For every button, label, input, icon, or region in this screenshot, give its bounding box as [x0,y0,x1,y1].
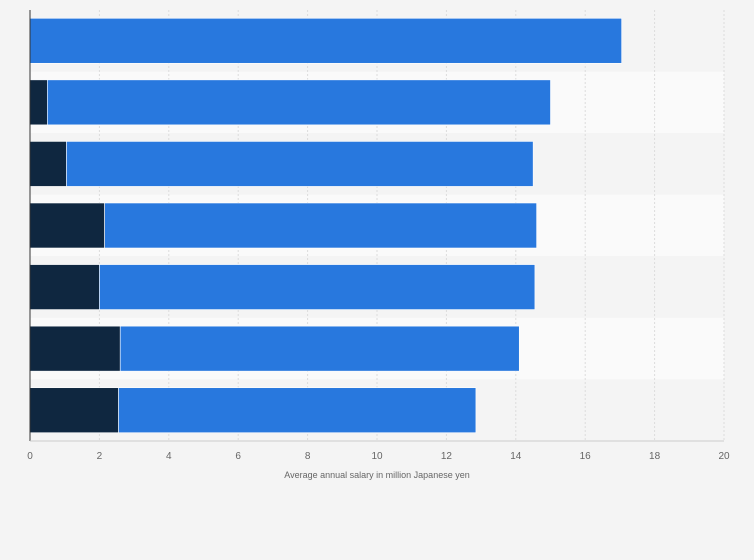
bar-segment-1[interactable] [29,141,67,187]
x-tick-label: 4 [166,451,172,462]
x-tick-label: 12 [441,451,453,462]
x-tick-label: 6 [235,451,241,462]
x-tick-label: 10 [371,451,383,462]
x-tick-label: 14 [510,451,522,462]
x-tick-label: 8 [305,451,311,462]
x-tick-label: 16 [580,451,592,462]
bar-segment-1[interactable] [29,387,119,434]
bar-segment-2[interactable] [29,17,622,64]
bar-segment-2[interactable] [118,387,477,434]
bar-segment-1[interactable] [29,79,48,126]
bar-segment-1[interactable] [29,325,121,372]
axes [29,10,724,442]
x-tick-label: 0 [27,451,33,462]
bars [29,17,622,434]
x-tick-label: 18 [649,451,661,462]
bar-segment-1[interactable] [29,202,105,249]
bar-segment-2[interactable] [66,141,534,187]
bar-segment-1[interactable] [29,264,100,310]
x-tick-labels: 0 2 4 6 8 10 12 14 16 18 20 [27,451,730,462]
bar-segment-2[interactable] [119,325,520,372]
bar-segment-2[interactable] [47,79,551,126]
x-tick-label: 2 [97,451,103,462]
bar-segment-2[interactable] [104,202,537,249]
x-tick-label: 20 [718,451,730,462]
bar-segment-2[interactable] [99,264,536,310]
x-axis-title: Average annual salary in million Japanes… [284,470,469,480]
